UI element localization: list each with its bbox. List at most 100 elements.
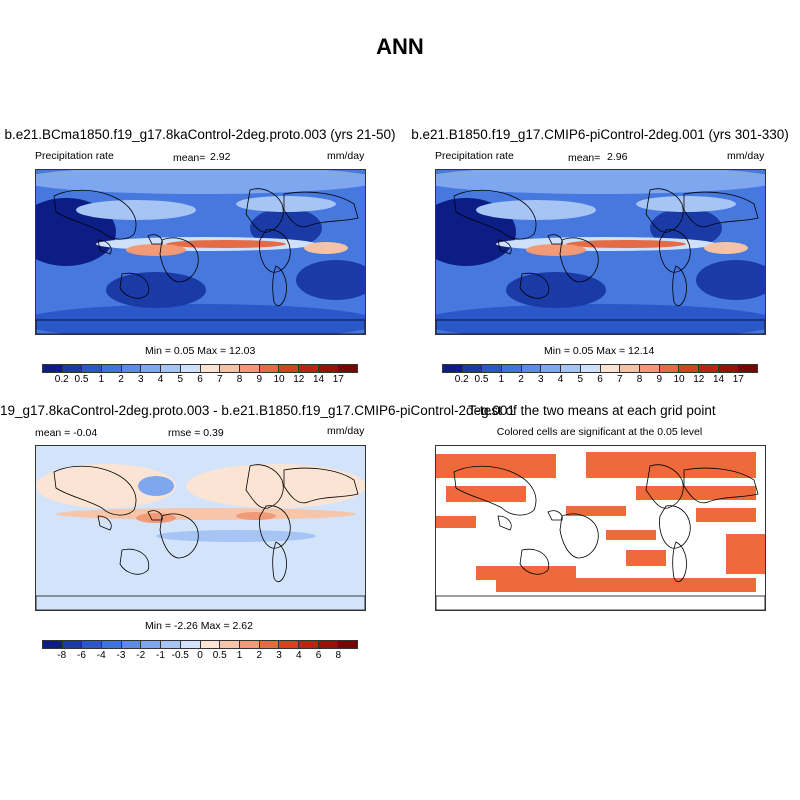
colorbar-tick-label: 4 [157, 374, 164, 385]
colorbar-swatch [482, 365, 503, 372]
coastline [672, 265, 687, 307]
panel1-title: b.e21.BCma1850.f19_g17.8kaControl-2deg.p… [4, 127, 396, 142]
itcz-atl [304, 242, 348, 254]
colorbar-swatch [200, 641, 221, 648]
panel2-precip-field [436, 170, 765, 334]
storm-track [636, 196, 736, 212]
coastline [272, 265, 287, 307]
colorbar-swatch [541, 365, 562, 372]
colorbar-swatch [259, 641, 280, 648]
colorbar-tick-label: -3 [116, 650, 126, 661]
colorbar-swatch [561, 365, 581, 372]
panel4-subtitle: Colored cells are significant at the 0.0… [496, 426, 703, 438]
colorbar-swatch [580, 365, 601, 372]
significant-cells [606, 530, 656, 540]
significant-cells [446, 486, 526, 502]
panel1-minmax: Min = 0.05 Max = 12.03 [145, 345, 256, 357]
positive-anomaly [56, 508, 356, 520]
significant-cells [436, 454, 556, 478]
coastline [159, 513, 199, 559]
colorbar-swatch [121, 641, 142, 648]
coastline [453, 189, 537, 240]
coastline [245, 464, 284, 509]
precip-band [436, 170, 765, 194]
colorbar-tick-label: 7 [216, 374, 223, 385]
panel3-difference-field [36, 446, 365, 610]
colorbar-tick-label: 14 [712, 374, 725, 385]
colorbar-tick-label: 5 [577, 374, 584, 385]
colorbar-swatch [82, 365, 103, 372]
page-title: ANN [376, 34, 424, 59]
coastline [497, 515, 512, 531]
panel1-precip-field [36, 170, 365, 334]
precip-band [36, 170, 365, 194]
colorbar-swatch [521, 365, 542, 372]
itcz-atl [704, 242, 748, 254]
colorbar-tick-label: 0.5 [474, 374, 489, 385]
colorbar-swatch [318, 365, 339, 372]
panel1-mean-value: 2.92 [210, 151, 231, 163]
storm-track [236, 196, 336, 212]
coastline [147, 510, 163, 521]
coastline [119, 548, 150, 575]
coastline [259, 229, 291, 273]
positive-anomaly [186, 464, 365, 508]
colorbar-tick-label: 6 [197, 374, 203, 385]
colorbar-tick-label: 17 [732, 374, 744, 385]
coastline [519, 548, 550, 575]
colorbar-tick-label: 1 [498, 374, 505, 385]
coastline [97, 239, 112, 255]
colorbar-tick-label: 0.5 [212, 650, 227, 661]
colorbar-tick-label: -8 [57, 650, 67, 661]
colorbar-tick-label: 4 [295, 650, 302, 661]
colorbar-tick-label: 8 [335, 650, 342, 661]
coastline [272, 541, 287, 583]
panel2-mean-label: mean= [568, 152, 601, 164]
significant-cells [726, 534, 765, 574]
panel1-units: mm/day [327, 150, 365, 162]
significant-cells [586, 452, 756, 478]
panel4-significance-field [436, 452, 765, 610]
storm-track [476, 200, 596, 220]
coastline [453, 465, 537, 516]
colorbar-tick-label: 5 [177, 374, 184, 385]
significant-cells [636, 486, 756, 500]
colorbar-swatch [279, 641, 299, 648]
colorbar-tick-label: 8 [236, 374, 243, 385]
coastline [672, 541, 687, 583]
panel2-mean-value: 2.96 [607, 151, 628, 163]
warm-pool [526, 244, 586, 256]
colorbar-tick-label: 6 [315, 650, 322, 661]
colorbar-tick-label: -6 [77, 650, 86, 661]
colorbar-tick-label: 17 [332, 374, 344, 385]
colorbar-swatch [462, 365, 483, 372]
panel3-rmse: rmse = 0.39 [168, 427, 224, 439]
colorbar-tick-label: 3 [137, 374, 144, 385]
colorbar-tick-label: 9 [656, 374, 663, 385]
coastline [683, 191, 759, 228]
coastline [36, 319, 365, 334]
colorbar-swatch [161, 365, 181, 372]
colorbar-tick-label: 3 [276, 650, 282, 661]
colorbar-swatch [600, 365, 621, 372]
positive-anomaly [136, 513, 176, 523]
colorbar-swatch [443, 365, 463, 372]
panel3-mean: mean = -0.04 [35, 427, 98, 439]
colorbar-tick-label: 6 [597, 374, 603, 385]
panel3-units: mm/day [327, 425, 365, 437]
colorbar-swatch [180, 365, 201, 372]
coastline [283, 191, 359, 228]
colorbar-swatch [62, 641, 83, 648]
colorbar-swatch [62, 365, 83, 372]
dry-zone [106, 272, 206, 308]
colorbar-swatch [738, 365, 757, 372]
panel2-colorbar-labels: 0.2 0.5 1 2 3 4 5 6 7 8 9 10 12 14 17 [442, 374, 758, 386]
colorbar-tick-label: 3 [537, 374, 544, 385]
panel2-variable: Precipitation rate [435, 150, 514, 162]
colorbar-tick-label: 1 [98, 374, 105, 385]
panel1-colorbar-labels: 0.2 0.5 1 2 3 4 5 6 7 8 9 10 12 14 17 [42, 374, 358, 386]
colorbar-swatch [239, 641, 260, 648]
colorbar-tick-label: 12 [293, 374, 305, 385]
coastline [519, 272, 550, 299]
panel3-map [35, 445, 366, 611]
